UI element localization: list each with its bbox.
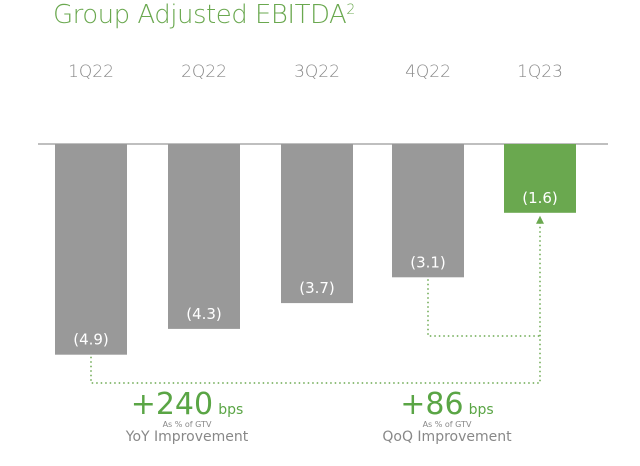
data-label: (4.3) [186, 305, 222, 323]
data-label: (3.1) [410, 253, 446, 271]
bar-3Q22 [281, 144, 353, 304]
yoy-annotation: +240 bps As % of GTV YoY Improvement [125, 387, 249, 445]
bar-4Q22 [392, 144, 464, 278]
data-label: (4.9) [73, 331, 109, 349]
arrow-up-icon [536, 215, 544, 224]
category-label: 2Q22 [181, 62, 227, 82]
bar-1Q23 [504, 144, 576, 213]
data-label: (3.7) [299, 279, 335, 297]
qoq-connector [427, 279, 540, 337]
category-label: 3Q22 [294, 62, 340, 82]
qoq-annotation: +86 bps As % of GTV QoQ Improvement [382, 387, 512, 445]
category-label: 1Q22 [68, 62, 114, 82]
data-label: (1.6) [522, 189, 558, 207]
category-label: 1Q23 [517, 62, 563, 82]
category-label: 4Q22 [405, 62, 451, 82]
bar-2Q22 [168, 144, 240, 329]
chart-title: Group Adjusted EBITDA2 [53, 0, 355, 30]
bar-1Q22 [55, 144, 127, 355]
